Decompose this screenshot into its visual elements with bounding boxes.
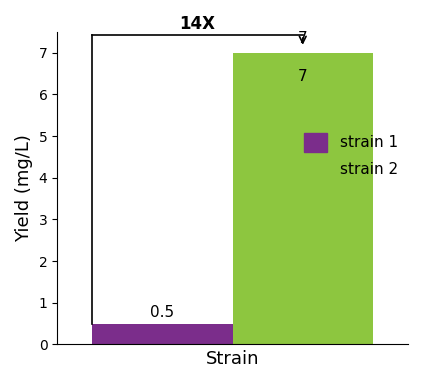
Legend: strain 1, strain 2: strain 1, strain 2 — [298, 127, 404, 184]
Bar — [233, 52, 373, 344]
Text: 7: 7 — [298, 31, 308, 46]
Text: 7: 7 — [298, 69, 308, 84]
X-axis label: Strain: Strain — [206, 350, 259, 368]
Text: 0.5: 0.5 — [150, 305, 174, 320]
Y-axis label: Yield (mg/L): Yield (mg/L) — [15, 134, 33, 242]
Text: 14X: 14X — [179, 15, 215, 33]
Bar — [92, 324, 233, 344]
